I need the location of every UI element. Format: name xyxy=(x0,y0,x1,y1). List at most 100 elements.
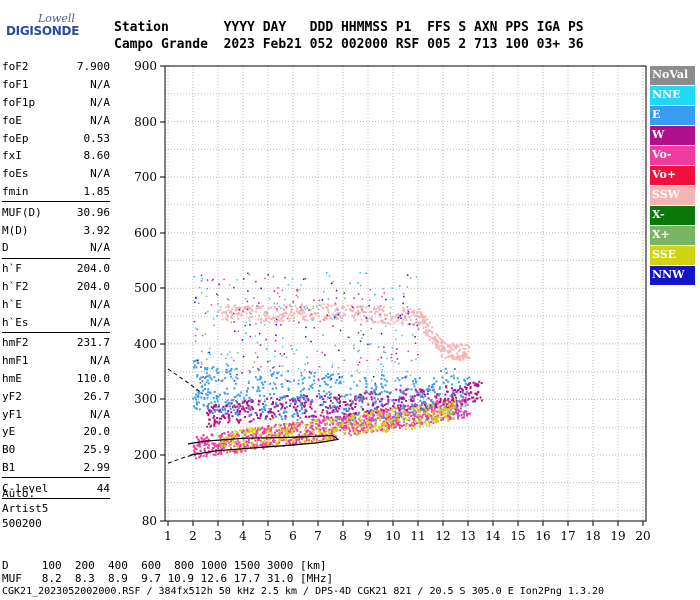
echo-point xyxy=(351,424,354,427)
echo-point xyxy=(439,406,442,409)
echo-point xyxy=(206,396,209,399)
echo-point xyxy=(302,317,305,320)
echo-point xyxy=(306,319,309,322)
echo-point xyxy=(218,393,221,396)
echo-point xyxy=(444,397,447,400)
echo-point xyxy=(411,407,414,410)
echo-point xyxy=(271,387,274,390)
echo-point xyxy=(452,393,455,396)
param-value: N/A xyxy=(90,78,110,92)
echo-point xyxy=(267,427,270,430)
echo-point xyxy=(217,303,219,305)
echo-point xyxy=(436,400,439,403)
echo-point xyxy=(451,353,454,356)
echo-point xyxy=(318,420,321,423)
echo-point xyxy=(319,395,322,398)
echo-point xyxy=(209,425,212,428)
echo-point xyxy=(434,404,437,407)
echo-point xyxy=(437,406,440,409)
echo-point xyxy=(455,411,458,414)
echo-point xyxy=(291,278,294,280)
echo-point xyxy=(343,412,346,415)
echo-point xyxy=(427,387,430,390)
echo-point xyxy=(380,373,383,376)
echo-point xyxy=(313,379,316,382)
echo-point xyxy=(434,343,437,346)
echo-point xyxy=(311,400,314,403)
echo-point xyxy=(287,430,290,433)
echo-point xyxy=(251,304,254,307)
echo-point xyxy=(465,391,468,394)
echo-point xyxy=(465,399,468,402)
echo-point xyxy=(392,418,395,421)
echo-point xyxy=(211,449,214,452)
echo-point xyxy=(354,395,357,398)
echo-point xyxy=(384,416,387,419)
echo-point xyxy=(269,297,271,300)
echo-point xyxy=(215,420,218,423)
echo-point xyxy=(306,438,309,441)
echo-point xyxy=(394,414,397,417)
echo-point xyxy=(249,306,252,309)
echo-point xyxy=(398,315,401,318)
echo-point xyxy=(283,410,286,413)
echo-point xyxy=(311,427,314,430)
echo-point xyxy=(213,404,216,407)
echo-point xyxy=(329,417,332,420)
echo-point xyxy=(272,367,274,369)
echo-point xyxy=(268,433,271,436)
echo-point xyxy=(214,420,217,423)
echo-point xyxy=(414,377,417,380)
echo-point xyxy=(460,355,463,358)
echo-point xyxy=(447,400,450,403)
echo-point xyxy=(295,410,298,413)
echo-point xyxy=(385,402,388,405)
echo-point xyxy=(368,305,370,307)
echo-point xyxy=(477,384,480,387)
echo-point xyxy=(280,324,282,326)
echo-point xyxy=(463,413,466,416)
echo-point xyxy=(444,415,447,418)
echo-point xyxy=(330,392,333,395)
echo-point xyxy=(255,280,257,283)
echo-point xyxy=(284,395,287,398)
echo-point xyxy=(194,334,197,337)
upper-trace-line xyxy=(167,368,204,395)
echo-point xyxy=(395,425,398,428)
echo-point xyxy=(308,433,311,436)
echo-point xyxy=(293,413,296,416)
echo-point xyxy=(260,287,262,290)
echo-point xyxy=(471,396,474,399)
echo-point xyxy=(408,413,411,416)
echo-point xyxy=(463,356,466,359)
echo-point xyxy=(304,363,306,366)
echo-point xyxy=(232,359,235,362)
echo-point xyxy=(327,314,330,317)
echo-point xyxy=(414,420,417,423)
echo-point xyxy=(411,410,414,413)
echo-point xyxy=(256,414,259,417)
echo-point xyxy=(279,353,282,355)
echo-point xyxy=(389,306,392,309)
echo-point xyxy=(248,380,250,382)
echo-point xyxy=(262,442,265,445)
echo-point xyxy=(426,393,429,396)
echo-point xyxy=(424,326,427,329)
echo-point xyxy=(336,422,339,425)
echo-point xyxy=(233,442,236,445)
echo-point xyxy=(221,408,224,411)
param-label: C-level xyxy=(2,481,49,495)
echo-point xyxy=(245,442,248,445)
echo-point xyxy=(413,410,416,413)
echo-point xyxy=(288,441,291,444)
echo-point xyxy=(211,279,213,282)
echo-point xyxy=(363,415,366,418)
echo-point xyxy=(385,314,388,317)
echo-point xyxy=(338,421,341,424)
echo-point xyxy=(217,311,219,313)
echo-point xyxy=(266,312,269,315)
echo-point xyxy=(233,286,235,289)
echo-point xyxy=(273,306,276,309)
echo-point xyxy=(372,430,375,433)
